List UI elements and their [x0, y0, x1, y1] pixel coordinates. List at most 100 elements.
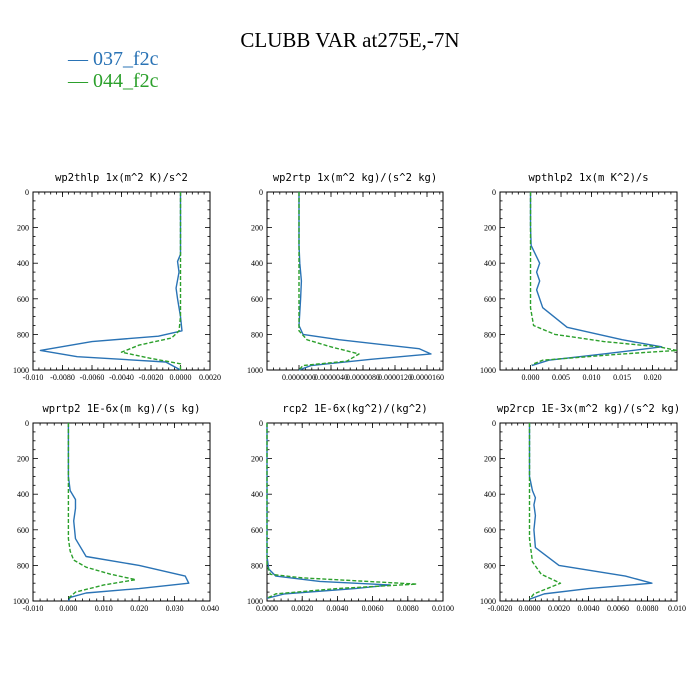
x-tick-label: -0.010	[23, 604, 44, 613]
panel-title: wp2rcp 1E-3x(m^2 kg)/(s^2 kg)	[497, 403, 680, 415]
series-line-044_f2c	[529, 192, 678, 366]
x-tick-label: 0.0080	[397, 604, 419, 613]
panel-4: wprtp2 1E-6x(m kg)/(s kg) 0 200 400 600 800 10…	[13, 403, 219, 613]
x-tick-label: 0.0000000	[282, 373, 316, 382]
page-title: CLUBB VAR at275E,-7N	[240, 28, 460, 52]
plot-frame	[499, 191, 678, 371]
x-tick-label: -0.0020	[139, 373, 164, 382]
panel-title: wp2rtp 1x(m^2 kg)/(s^2 kg)	[273, 172, 437, 184]
x-tick-label: -0.0080	[50, 373, 75, 382]
y-tick-label: 1000	[480, 366, 496, 375]
x-tick-label: 0.000	[522, 373, 540, 382]
y-tick-label: 400	[251, 259, 263, 268]
y-tick-label: 0	[492, 188, 496, 197]
y-tick-label: 800	[484, 330, 496, 339]
x-tick-label: 0.0000120	[378, 373, 412, 382]
y-tick-label: 0	[492, 419, 496, 428]
y-tick-label: 800	[484, 561, 496, 570]
x-tick-label: 0.0020	[199, 373, 221, 382]
y-tick-label: 600	[251, 526, 263, 535]
x-tick-label: 0.005	[552, 373, 570, 382]
series-line-037_f2c	[529, 192, 663, 367]
x-tick-label: 0.0060	[362, 604, 384, 613]
series-line-037_f2c	[528, 423, 653, 600]
y-tick-label: 600	[251, 295, 263, 304]
legend-line-icon: —	[68, 48, 88, 70]
y-tick-label: 800	[251, 330, 263, 339]
y-tick-label: 800	[17, 561, 29, 570]
y-tick-label: 1000	[480, 597, 496, 606]
x-tick-label: 0.0000080	[346, 373, 380, 382]
y-tick-label: 800	[17, 330, 29, 339]
plot-frame	[266, 191, 444, 371]
x-tick-label: 0.0020	[291, 604, 313, 613]
x-tick-label: 0.0020	[548, 604, 570, 613]
legend-label: 044_f2c	[93, 70, 159, 92]
y-tick-label: 0	[259, 188, 263, 197]
x-tick-label: 0.030	[166, 604, 184, 613]
legend-dashed-line-icon: —	[68, 70, 88, 92]
x-tick-label: 0.0040	[578, 604, 600, 613]
y-tick-label: 600	[17, 295, 29, 304]
y-tick-label: 400	[251, 490, 263, 499]
x-tick-label: 0.0000	[519, 604, 541, 613]
y-tick-label: 200	[484, 455, 496, 464]
x-tick-label: 0.0000160	[410, 373, 444, 382]
x-tick-label: 0.0000040	[314, 373, 348, 382]
y-tick-label: 0	[25, 419, 29, 428]
y-tick-label: 600	[484, 295, 496, 304]
panel-1: wp2thlp 1x(m^2 K)/s^202004006008001000-0…	[13, 172, 221, 382]
series-line-044_f2c	[266, 423, 418, 599]
y-tick-label: 400	[17, 490, 29, 499]
x-tick-label: 0.020	[130, 604, 148, 613]
x-tick-label: -0.010	[23, 373, 44, 382]
x-tick-label: -0.0040	[109, 373, 134, 382]
y-tick-label: 400	[17, 259, 29, 268]
legend-label: 037_f2c	[93, 48, 159, 70]
plot-frame	[32, 191, 211, 371]
series-line-037_f2c	[266, 423, 391, 600]
panel-title: wprtp2 1E-6x(m kg)/(s kg)	[42, 403, 200, 415]
x-tick-label: 0.0100	[432, 604, 454, 613]
x-tick-label: -0.0020	[488, 604, 513, 613]
y-tick-label: 200	[17, 224, 29, 233]
legend-item-series1: — 037_f2c	[68, 48, 159, 71]
y-tick-label: 1000	[247, 366, 263, 375]
x-tick-label: 0.0000	[170, 373, 192, 382]
series-line-037_f2c	[39, 192, 183, 371]
series-line-044_f2c	[528, 423, 562, 600]
x-tick-label: 0.040	[201, 604, 219, 613]
series-line-044_f2c	[298, 192, 360, 371]
panel-2: wp2rtp 1x(m^2 kg)/(s^2 kg) 0 200 400 600 800 1…	[247, 172, 444, 382]
x-tick-label: -0.0060	[80, 373, 105, 382]
y-tick-label: 400	[484, 259, 496, 268]
panel-3: wpthlp2 1x(m K^2)/s 0 200 400 600 800 1000 0.00…	[480, 172, 678, 382]
y-tick-label: 600	[17, 526, 29, 535]
panel-5: rcp2 1E-6x(kg^2)/(kg^2) 0 200 400 600 800 1000…	[247, 403, 454, 613]
y-tick-label: 200	[251, 455, 263, 464]
panel-6: wp2rcp 1E-3x(m^2 kg)/(s^2 kg)0 200 400 600 8…	[480, 403, 686, 613]
y-tick-label: 0	[259, 419, 263, 428]
plot-frame	[499, 422, 678, 602]
y-tick-label: 200	[484, 224, 496, 233]
x-tick-label: 0.0000	[256, 604, 278, 613]
x-tick-label: 0.000	[59, 604, 77, 613]
y-tick-label: 400	[484, 490, 496, 499]
y-tick-label: 1000	[247, 597, 263, 606]
y-tick-label: 800	[251, 561, 263, 570]
series-line-037_f2c	[67, 423, 190, 602]
plot-frame	[32, 422, 211, 602]
x-tick-label: 0.0080	[637, 604, 659, 613]
x-tick-label: 0.0040	[326, 604, 348, 613]
panel-title: wpthlp2 1x(m K^2)/s	[528, 172, 648, 184]
x-tick-label: 0.0060	[607, 604, 629, 613]
plot-frame	[266, 422, 444, 602]
series-line-044_f2c	[120, 192, 182, 370]
y-tick-label: 200	[251, 224, 263, 233]
y-tick-label: 1000	[13, 366, 29, 375]
panel-title: wp2thlp 1x(m^2 K)/s^2	[55, 172, 188, 184]
panel-title: rcp2 1E-6x(kg^2)/(kg^2)	[282, 403, 427, 415]
legend-item-series2: — 044_f2c	[68, 70, 159, 93]
x-tick-label: 0.020	[644, 373, 662, 382]
